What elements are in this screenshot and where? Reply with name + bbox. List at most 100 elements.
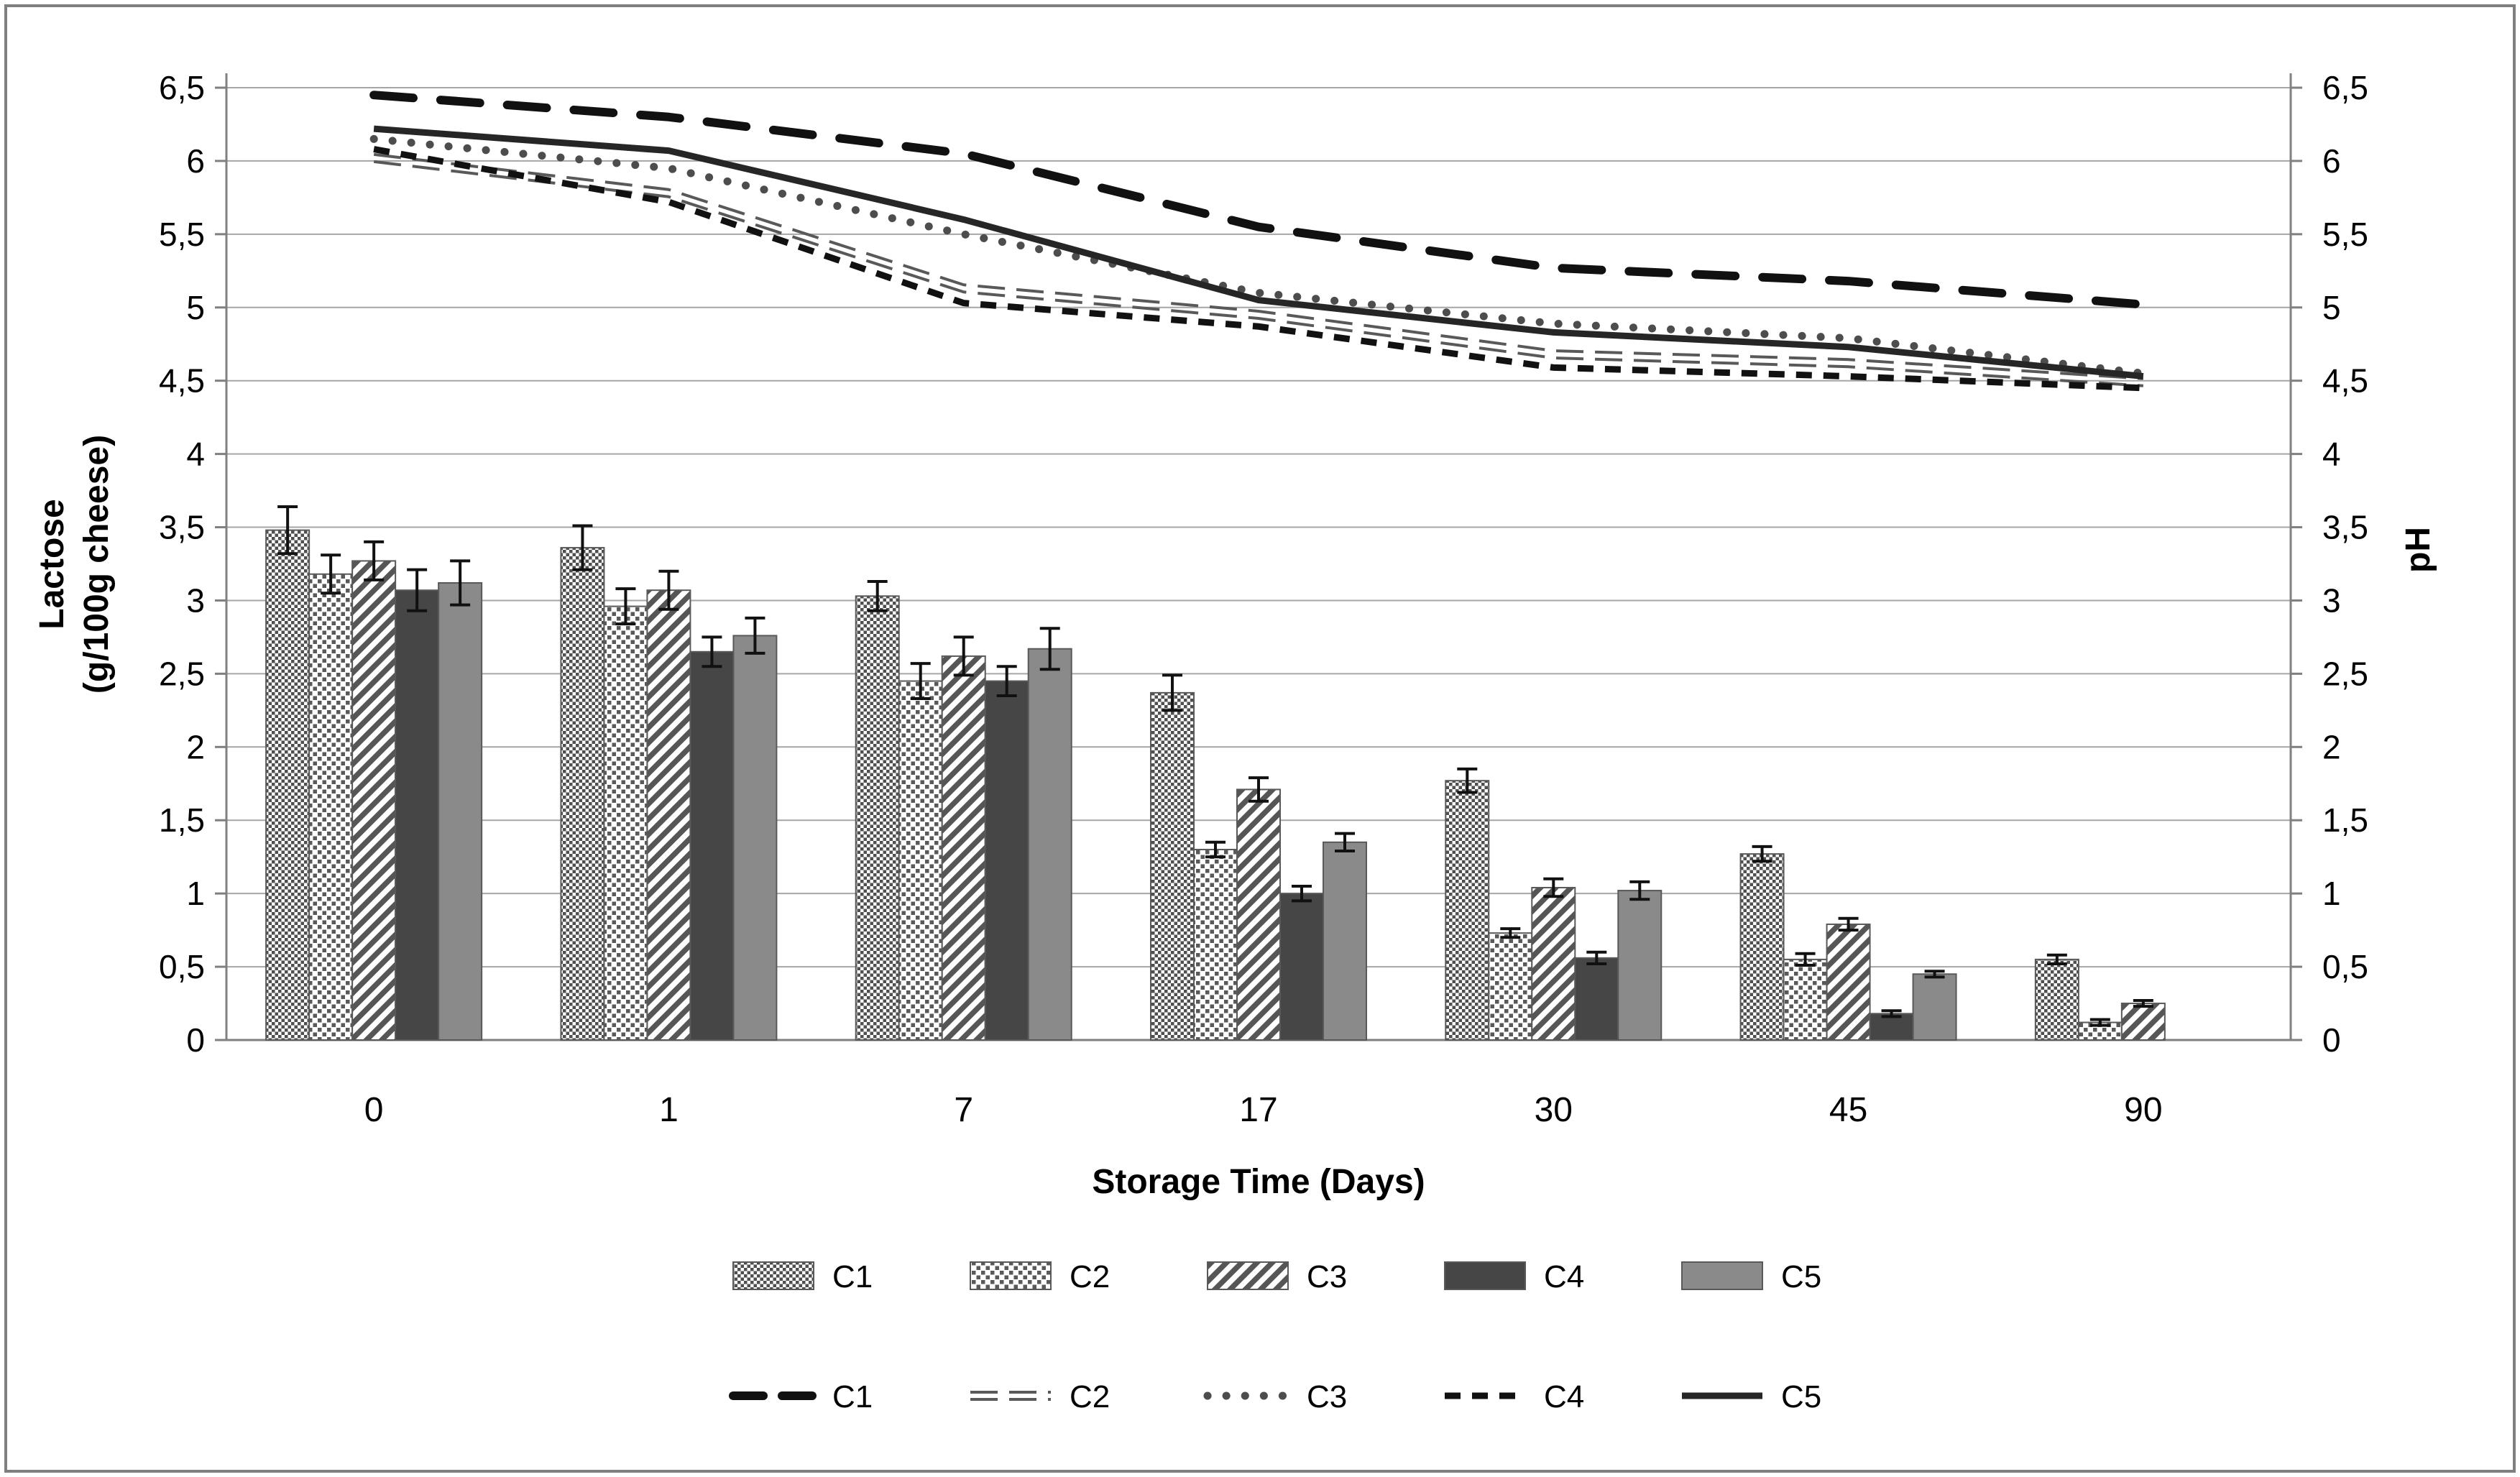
line-C5 — [373, 125, 2144, 380]
right-tick-label: 2 — [2322, 728, 2341, 765]
left-tick-label: 3,5 — [159, 509, 205, 546]
bar-C3-day7 — [941, 655, 986, 1041]
bar-C1-day0 — [265, 529, 311, 1041]
legend: C1 C2 C3 C4 C5 C1 C2 C3 C4 C5 — [729, 1259, 1821, 1414]
right-tick-label: 6,5 — [2322, 69, 2368, 106]
left-axis-title-line2: (g/100g cheese) — [78, 435, 116, 694]
x-tick-label: 30 — [1535, 1091, 1573, 1129]
right-tick-label: 1,5 — [2322, 801, 2368, 839]
left-tick-label: 0 — [186, 1021, 205, 1059]
left-tick-label: 0,5 — [159, 948, 205, 985]
bar-C4-day0 — [395, 589, 440, 1041]
x-tick-label: 0 — [364, 1091, 384, 1129]
left-tick-label: 5 — [186, 289, 205, 326]
left-tick-label: 6 — [186, 142, 205, 180]
bar-C4-day7 — [984, 680, 1029, 1041]
bar-C4-day17 — [1279, 893, 1324, 1041]
bar-C4-day1 — [689, 650, 735, 1041]
line-C2 — [373, 152, 2143, 380]
legend-line-label-C5: C5 — [1781, 1379, 1821, 1414]
right-tick-label: 2,5 — [2322, 655, 2368, 692]
legend-bar-label-C3: C3 — [1307, 1259, 1347, 1294]
bar-C1-day1 — [560, 547, 605, 1041]
legend-bar-swatch-C1 — [732, 1261, 814, 1290]
right-tick-label: 1 — [2322, 875, 2341, 912]
right-tick-label: 3 — [2322, 581, 2341, 619]
bar-C5-day1 — [732, 635, 778, 1041]
line-C3 — [369, 134, 2148, 377]
right-tick-label: 5,5 — [2322, 216, 2368, 253]
bar-C1-day30 — [1445, 780, 1490, 1041]
bar-series-group — [265, 529, 2166, 1041]
right-axis-tick-labels: 0 0,5 1 1,5 2 2,5 3 3,5 4 4,5 5 5,5 6 6,5 — [2322, 69, 2368, 1059]
bar-C3-day0 — [351, 560, 397, 1041]
legend-line-label-C4: C4 — [1544, 1379, 1584, 1414]
x-tick-label: 7 — [954, 1091, 973, 1129]
bar-C2-day1 — [603, 605, 648, 1041]
legend-line-label-C2: C2 — [1070, 1379, 1110, 1414]
bar-C5-day17 — [1323, 841, 1367, 1041]
right-tick-label: 6 — [2322, 142, 2341, 180]
line-C2 — [373, 160, 2143, 387]
legend-bar-swatch-C4 — [1444, 1261, 1526, 1290]
legend-bar-label-C5: C5 — [1781, 1259, 1821, 1294]
bar-C2-day7 — [898, 680, 943, 1041]
right-tick-label: 3,5 — [2322, 509, 2368, 546]
left-tick-label: 4 — [186, 436, 205, 473]
bar-C3-day17 — [1236, 788, 1281, 1041]
bar-C3-day30 — [1531, 887, 1576, 1041]
legend-line-label-C3: C3 — [1307, 1379, 1347, 1414]
bar-C4-day30 — [1574, 957, 1619, 1041]
left-tick-label: 2 — [186, 728, 205, 765]
right-tick-label: 5 — [2322, 289, 2341, 326]
bar-C5-day30 — [1617, 890, 1663, 1041]
right-axis-title: pH — [2399, 527, 2437, 573]
legend-bar-label-C1: C1 — [832, 1259, 873, 1294]
left-tick-label: 1,5 — [159, 801, 205, 839]
x-axis-tick-labels: 0 1 7 17 30 45 90 — [364, 1091, 2163, 1129]
left-axis-title-line1: Lactose — [33, 499, 71, 629]
line-C1 — [369, 91, 2148, 309]
legend-bar-swatch-C5 — [1681, 1261, 1763, 1290]
legend-line-label-C1: C1 — [832, 1379, 873, 1414]
x-axis-title: Storage Time (Days) — [1092, 1163, 1425, 1201]
legend-bar-swatch-C2 — [970, 1261, 1052, 1290]
x-tick-label: 17 — [1239, 1091, 1277, 1129]
bar-C2-day45 — [1783, 958, 1828, 1041]
right-tick-label: 0,5 — [2322, 948, 2368, 985]
bar-C2-day30 — [1488, 932, 1533, 1041]
bar-C2-day0 — [308, 573, 354, 1041]
line-C4 — [373, 146, 2144, 392]
right-tick-label: 4,5 — [2322, 362, 2368, 400]
left-tick-label: 4,5 — [159, 362, 205, 400]
left-tick-label: 1 — [186, 875, 205, 912]
bar-C3-day90 — [2120, 1003, 2166, 1041]
x-tick-label: 1 — [659, 1091, 679, 1129]
bar-C5-day7 — [1027, 648, 1072, 1041]
bar-C1-day17 — [1150, 691, 1195, 1041]
bar-C1-day90 — [2034, 958, 2079, 1041]
left-tick-label: 2,5 — [159, 655, 205, 692]
x-tick-label: 45 — [1829, 1091, 1867, 1129]
left-axis-tick-labels: 0 0,5 1 1,5 2 2,5 3 3,5 4 4,5 5 5,5 6 6,5 — [159, 69, 205, 1059]
error-bars-group — [277, 505, 2153, 1027]
line-series-group — [369, 91, 2148, 392]
right-tick-label: 0 — [2322, 1021, 2341, 1059]
left-tick-label: 5,5 — [159, 216, 205, 253]
bar-C2-day17 — [1193, 849, 1238, 1041]
left-tick-label: 6,5 — [159, 69, 205, 106]
bar-C5-day45 — [1912, 973, 1957, 1041]
legend-bar-label-C4: C4 — [1544, 1259, 1584, 1294]
legend-bar-label-C2: C2 — [1070, 1259, 1110, 1294]
bar-C3-day45 — [1826, 923, 1871, 1041]
bar-C1-day45 — [1739, 853, 1785, 1041]
x-tick-label: 90 — [2124, 1091, 2162, 1129]
right-tick-label: 4 — [2322, 436, 2341, 473]
left-tick-label: 3 — [186, 581, 205, 619]
legend-bar-swatch-C3 — [1207, 1261, 1289, 1290]
bar-C1-day7 — [855, 595, 900, 1041]
bar-C5-day0 — [438, 582, 483, 1041]
bar-C3-day1 — [646, 589, 691, 1041]
